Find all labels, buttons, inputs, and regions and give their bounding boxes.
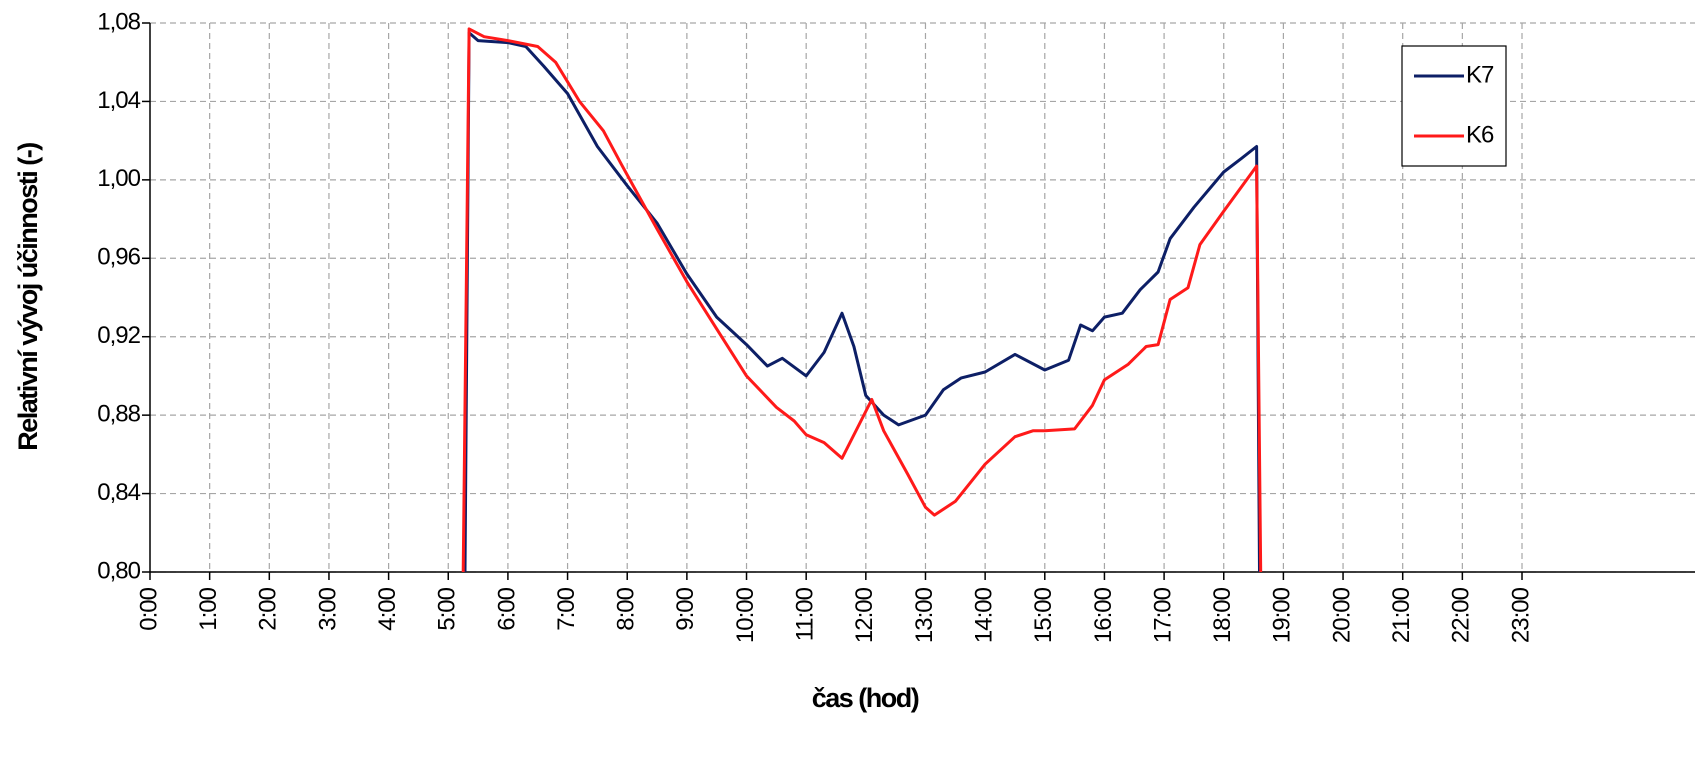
y-tick-label: 0,84 [97,479,140,506]
x-tick-label: 1:00 [195,587,222,630]
y-tick-label: 1,08 [97,8,140,35]
x-axis-label: čas (hod) [812,683,919,713]
y-tick-label: 0,92 [97,322,140,349]
x-tick-label: 4:00 [374,587,401,630]
legend-box [1401,45,1507,167]
x-tick-label: 20:00 [1328,587,1355,643]
x-tick-label: 8:00 [613,587,640,630]
x-tick-label: 6:00 [493,587,520,630]
x-tick-label: 22:00 [1448,587,1475,643]
x-tick-label: 2:00 [255,587,282,630]
x-tick-label: 19:00 [1269,587,1296,643]
x-tick-label: 16:00 [1090,587,1117,643]
x-tick-label: 0:00 [135,587,162,630]
y-tick-label: 0,96 [97,244,140,271]
series-line [461,27,1263,573]
y-tick-label: 0,80 [97,557,140,584]
x-tick-label: 12:00 [851,587,878,643]
x-tick-label: 10:00 [732,587,759,643]
y-tick-label: 1,04 [97,87,140,114]
y-tick-label: 1,00 [97,165,140,192]
x-tick-label: 3:00 [314,587,341,630]
legend-label: K6 [1466,121,1494,148]
x-tick-label: 13:00 [911,587,938,643]
y-axis-label: Relativní vývoj účinnosti (-) [13,143,43,451]
x-tick-label: 9:00 [672,587,699,630]
legend-label: K7 [1466,61,1494,88]
y-tick-label: 0,88 [97,400,140,427]
x-tick-label: 18:00 [1209,587,1236,643]
x-tick-label: 14:00 [970,587,997,643]
x-tick-label: 11:00 [792,587,819,641]
x-tick-label: 5:00 [434,587,461,630]
x-tick-label: 7:00 [553,587,580,630]
x-tick-label: 23:00 [1507,587,1534,643]
x-tick-label: 17:00 [1149,587,1176,643]
series-line [463,31,1261,573]
x-tick-label: 15:00 [1030,587,1057,643]
x-tick-label: 21:00 [1388,587,1415,643]
